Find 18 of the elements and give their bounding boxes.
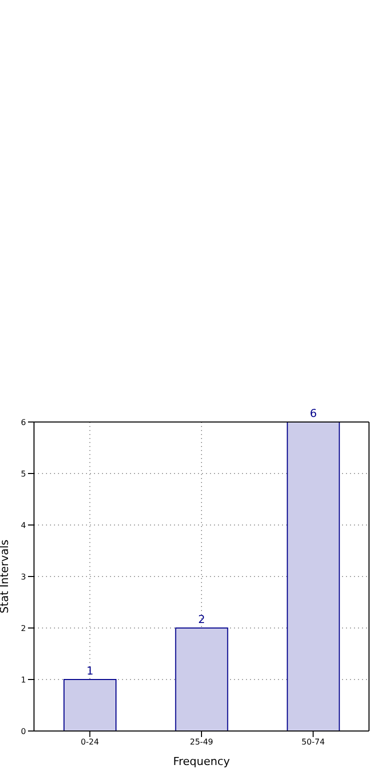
y-tick-label: 6 [20, 418, 26, 427]
bar [286, 422, 340, 731]
x-axis-title: Frequency [173, 755, 230, 768]
y-axis-title: Stat Intervals [0, 539, 11, 614]
bar [64, 679, 116, 731]
x-tick-label: 0-24 [80, 738, 99, 747]
data-label: 2 [198, 613, 206, 626]
y-tick-label: 5 [20, 469, 26, 478]
y-tick-label: 2 [20, 624, 26, 633]
y-tick-label: 4 [20, 520, 26, 530]
x-tick-label: 25-49 [190, 738, 214, 747]
data-label: 1 [86, 664, 94, 678]
x-tick-label: 50-74 [302, 738, 325, 747]
bar [175, 628, 228, 731]
data-label: 6 [310, 407, 317, 420]
y-tick-label: 0 [20, 726, 26, 736]
y-tick-label: 1 [20, 675, 26, 684]
y-tick-label: 3 [20, 572, 26, 582]
